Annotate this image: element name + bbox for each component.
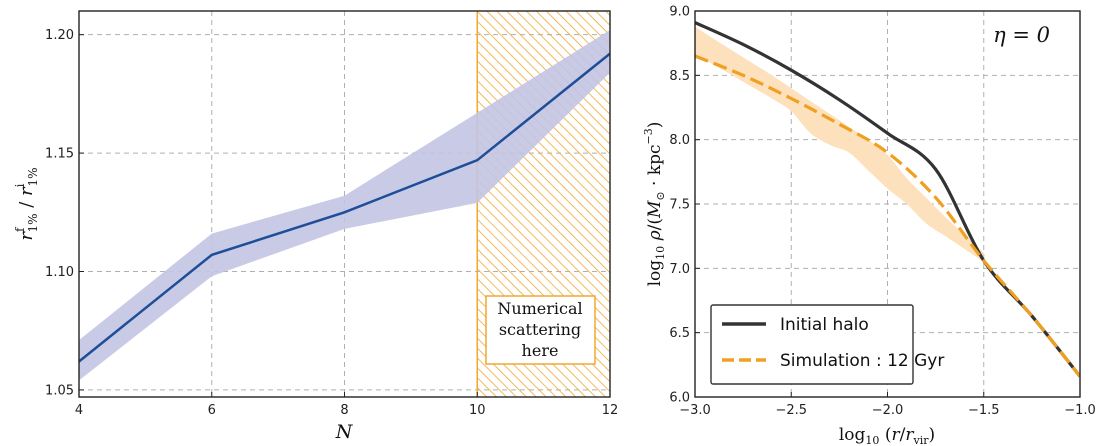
right-x-tick-label: −1.0 [1064, 403, 1096, 418]
right-y-tick-label: 9.0 [669, 5, 690, 20]
left-uncertainty-band [79, 29, 610, 381]
right-x-tick-label: −2.5 [775, 403, 807, 418]
right-panel: −3.0 −2.5 −2.0 −1.5 −1.0 6.0 6.5 7.0 7.5 8.0 8.5 9.… [642, 5, 1096, 446]
initial-halo-line [695, 21, 1080, 378]
left-ticks: 4 6 8 10 12 1.05 1.10 1.15 1.20 [45, 28, 618, 418]
simulation-line [695, 54, 1080, 378]
left-x-axis-label: N [335, 421, 354, 443]
annotation-box: Numerical scattering here [485, 295, 596, 365]
left-y-tick-label: 1.20 [45, 28, 74, 43]
left-x-tick-label: 6 [208, 403, 216, 418]
right-ticks: −3.0 −2.5 −2.0 −1.5 −1.0 6.0 6.5 7.0 7.5 8.0 8.5 9.… [669, 5, 1095, 419]
legend: Initial halo Simulation : 12 Gyr [710, 304, 944, 385]
right-line-layer [695, 21, 1080, 378]
right-x-tick-label: −1.5 [968, 403, 1000, 418]
left-y-tick-label: 1.10 [45, 265, 74, 280]
left-x-tick-label: 10 [469, 403, 486, 418]
svg-text:log10 ρ/(M⊙ · kpc−3): log10 ρ/(M⊙ · kpc−3) [642, 122, 667, 287]
right-y-tick-label: 7.0 [669, 262, 690, 277]
right-y-tick-label: 8.5 [669, 69, 690, 84]
left-y-tick-label: 1.15 [45, 147, 74, 162]
legend-label-initial-halo: Initial halo [780, 315, 869, 335]
left-band-layer [79, 11, 610, 397]
right-y-tick-label: 6.5 [669, 326, 690, 341]
left-y-axis-label: rf1% / ri1% [13, 167, 40, 240]
right-y-tick-label: 7.5 [669, 198, 690, 213]
right-y-axis-label: log10 ρ/(M⊙ · kpc−3) [642, 122, 667, 287]
left-x-tick-label: 4 [75, 403, 83, 418]
right-y-tick-label: 6.0 [669, 391, 690, 406]
right-y-tick-label: 8.0 [669, 133, 690, 148]
right-band-layer [695, 26, 984, 262]
annotation-line-3: here [522, 341, 559, 360]
right-x-axis-label: log10 (r/rvir) [839, 425, 935, 446]
left-x-tick-label: 12 [602, 403, 619, 418]
legend-label-simulation: Simulation : 12 Gyr [780, 351, 944, 371]
right-x-tick-label: −3.0 [679, 403, 711, 418]
right-x-tick-label: −2.0 [872, 403, 904, 418]
svg-text:rf1% / ri1%: rf1% / ri1% [13, 167, 40, 240]
annotation-line-2: scattering [499, 320, 581, 339]
left-panel: 4 6 8 10 12 1.05 1.10 1.15 1.20 Numerical scatte… [13, 10, 618, 443]
left-x-tick-label: 8 [340, 403, 348, 418]
svg-text:log10 (r/rvir): log10 (r/rvir) [839, 425, 935, 446]
panel-label: η = 0 [993, 23, 1050, 47]
annotation-line-1: Numerical [497, 299, 582, 318]
simulation-scatter-band [695, 26, 984, 262]
left-y-tick-label: 1.05 [45, 383, 74, 398]
